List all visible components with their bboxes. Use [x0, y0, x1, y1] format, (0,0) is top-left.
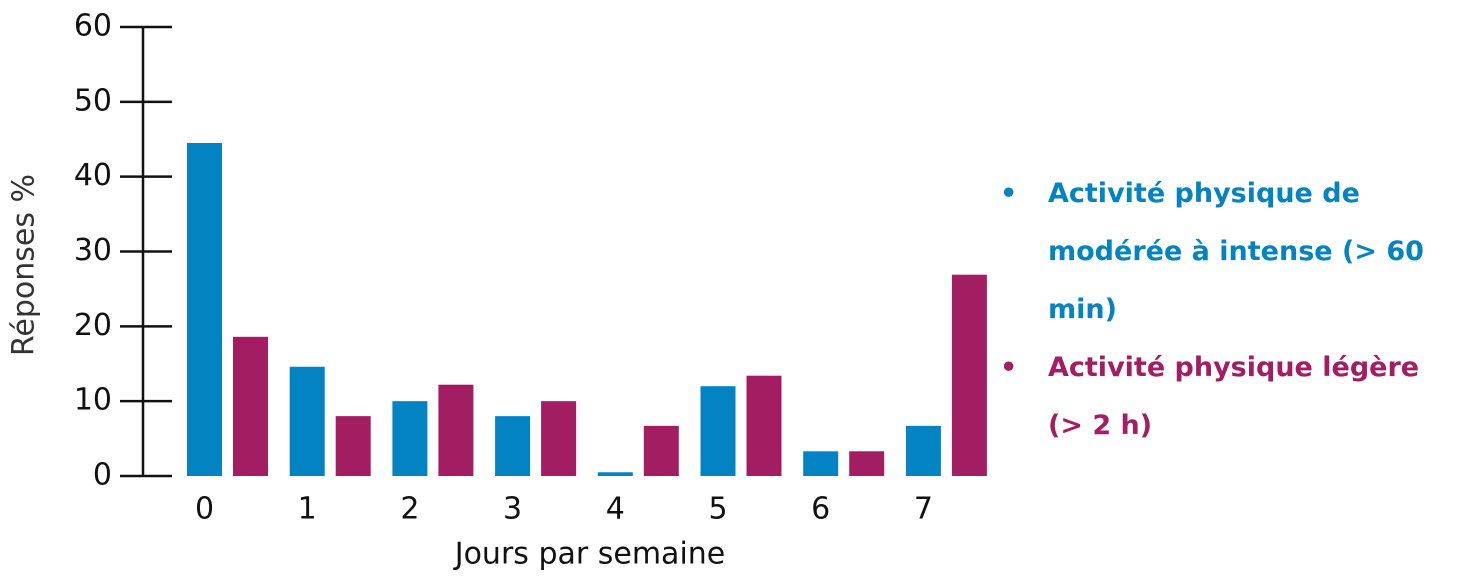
legend-item: Activité physique de modérée à intense (… [1000, 165, 1460, 339]
y-tick-label: 40 [74, 158, 112, 193]
y-tick-label: 50 [74, 83, 112, 118]
y-tick-label: 10 [74, 383, 112, 418]
x-tick-label: 3 [503, 492, 522, 527]
x-tick-label: 5 [708, 492, 727, 527]
bar [438, 384, 474, 476]
legend: Activité physique de modérée à intense (… [1000, 165, 1460, 455]
bar [233, 336, 268, 476]
y-axis-label: Réponses % [7, 174, 42, 356]
x-tick-label: 2 [400, 492, 419, 527]
y-tick-label: 20 [74, 308, 112, 343]
bar [643, 425, 679, 476]
bar [746, 375, 782, 476]
x-tick-label: 6 [811, 492, 830, 527]
y-tick-label: 60 [74, 9, 112, 44]
bar [392, 401, 428, 476]
bar [803, 451, 839, 476]
x-tick-label: 7 [914, 492, 933, 527]
x-axis-label: Jours par semaine [453, 537, 726, 572]
x-tick-label: 4 [606, 492, 625, 527]
bar [597, 472, 633, 476]
x-tick-label: 1 [298, 492, 317, 527]
bar [951, 274, 987, 476]
bar [335, 416, 371, 476]
x-tick-label: 0 [195, 492, 214, 527]
bar [541, 401, 577, 476]
bar [187, 142, 222, 476]
legend-item: Activité physique légère (> 2 h) [1000, 339, 1460, 455]
y-tick-label: 30 [74, 233, 112, 268]
bar [905, 425, 941, 476]
bar [700, 386, 736, 476]
bar [495, 416, 531, 476]
bar [849, 451, 885, 476]
y-tick-label: 0 [93, 458, 112, 493]
bar [289, 366, 325, 476]
